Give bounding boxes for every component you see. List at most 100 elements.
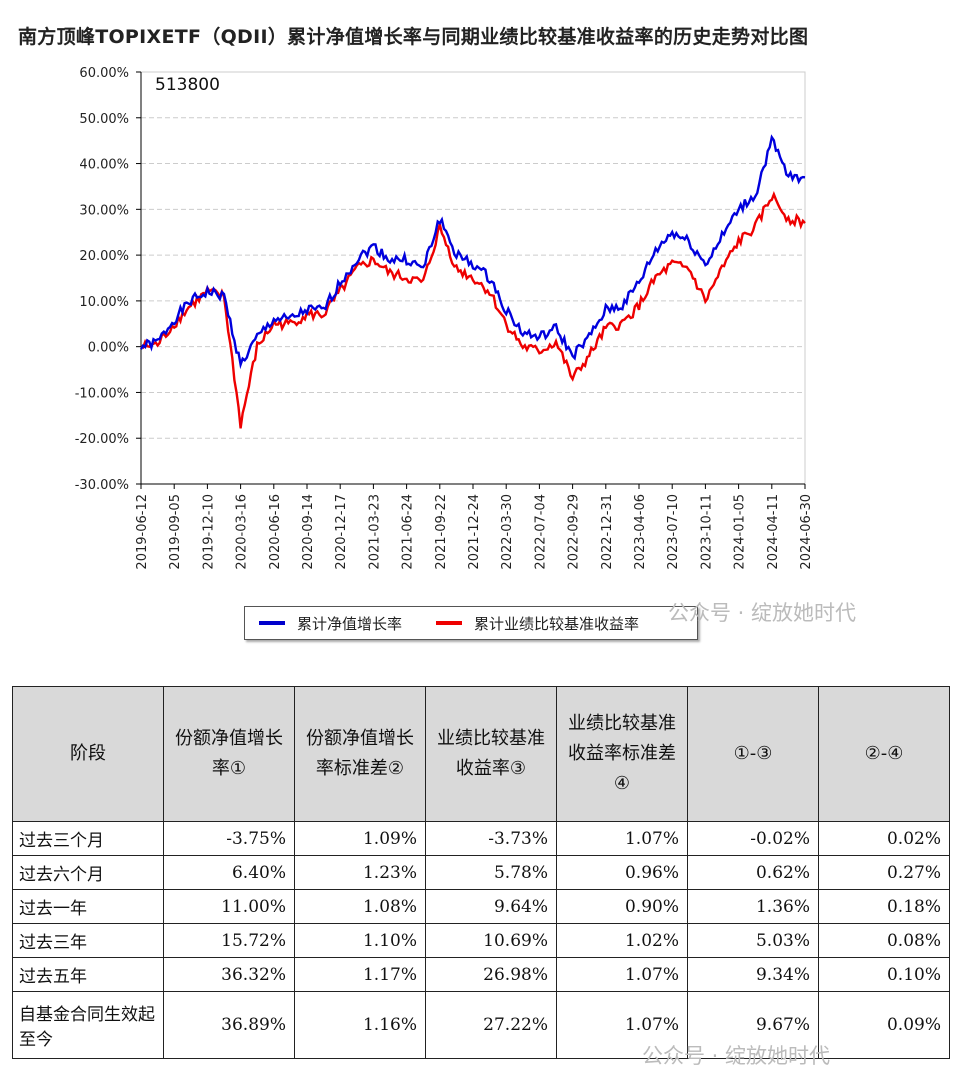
y-tick-label: 20.00% (79, 249, 129, 264)
x-tick-label: 2022-03-30 (500, 494, 515, 570)
value-cell: 15.72% (163, 923, 295, 958)
legend-swatch-red (436, 621, 463, 625)
series-line-1 (140, 190, 806, 429)
x-tick-label: 2023-04-06 (633, 494, 648, 570)
value-cell: 1.10% (294, 923, 426, 958)
x-tick-label: 2021-06-24 (401, 494, 416, 570)
period-cell: 过去三年 (12, 923, 164, 958)
column-header: 份额净值增长率① (163, 686, 295, 822)
x-tick-label: 2019-06-12 (135, 494, 150, 570)
value-cell: 5.78% (425, 855, 557, 890)
value-cell: 1.02% (556, 923, 688, 958)
column-header: 阶段 (12, 686, 164, 822)
value-cell: -3.73% (425, 821, 557, 856)
x-tick-label: 2020-09-14 (301, 494, 316, 570)
legend-item-nav: 累计净值增长率 (259, 613, 402, 634)
value-cell: 6.40% (163, 855, 295, 890)
period-cell: 过去三个月 (12, 821, 164, 856)
y-tick-label: 50.00% (79, 112, 129, 127)
value-cell: 11.00% (163, 889, 295, 924)
column-header: ①-③ (687, 686, 819, 822)
series-line-0 (139, 134, 806, 370)
column-header: 业绩比较基准收益率标准差④ (556, 686, 688, 822)
x-tick-label: 2020-12-17 (334, 494, 349, 570)
chart-title: 南方顶峰TOPIXETF（QDII）累计净值增长率与同期业绩比较基准收益率的历史… (18, 26, 809, 48)
period-cell: 过去一年 (12, 889, 164, 924)
period-cell: 自基金合同生效起至今 (12, 991, 164, 1059)
legend-label: 累计净值增长率 (297, 614, 403, 633)
value-cell: 9.64% (425, 889, 557, 924)
x-tick-label: 2023-07-10 (666, 494, 681, 570)
x-tick-label: 2024-01-05 (733, 494, 748, 570)
value-cell: 1.08% (294, 889, 426, 924)
value-cell: 1.07% (556, 957, 688, 992)
period-cell: 过去六个月 (12, 855, 164, 890)
y-tick-label: 0.00% (88, 341, 129, 356)
x-tick-label: 2021-12-24 (467, 494, 482, 570)
x-tick-label: 2019-12-10 (201, 494, 216, 570)
line-chart: 60.00% 50.00% 40.00% 30.00% 20.00% 10.00% 0.00… (75, 66, 814, 570)
period-cell: 过去五年 (12, 957, 164, 992)
y-tick-label: -20.00% (75, 432, 129, 447)
value-cell: 5.03% (687, 923, 819, 958)
y-tick-label: 10.00% (79, 295, 129, 310)
table-row: 自基金合同生效起至今 36.89% 1.16% 27.22% 1.07% 9.67% 0.0… (12, 991, 950, 1059)
x-tick-label: 2022-12-31 (600, 494, 615, 570)
value-cell: 0.90% (556, 889, 688, 924)
value-cell: 0.08% (818, 923, 950, 958)
value-cell: 1.36% (687, 889, 819, 924)
value-cell: 1.09% (294, 821, 426, 856)
legend-label: 累计业绩比较基准收益率 (474, 614, 640, 633)
x-tick-label: 2022-09-29 (567, 494, 582, 570)
value-cell: 1.16% (294, 991, 426, 1059)
legend-swatch-blue (259, 621, 285, 625)
x-tick-label: 2024-06-30 (799, 494, 814, 570)
y-tick-label: -30.00% (75, 478, 129, 493)
table-row: 过去三年 15.72% 1.10% 10.69% 1.02% 5.03% 0.08% (12, 923, 950, 958)
x-tick-label: 2019-09-05 (168, 494, 183, 570)
value-cell: -0.02% (687, 821, 819, 856)
y-tick-label: 40.00% (79, 158, 129, 173)
x-tick-label: 2020-06-16 (268, 494, 283, 570)
chart-annotation: 513800 (155, 75, 220, 95)
table-header-row: 阶段 份额净值增长率① 份额净值增长率标准差② 业绩比较基准收益率③ 业绩比较基准收益率… (12, 686, 950, 822)
value-cell: 0.18% (818, 889, 950, 924)
value-cell: 10.69% (425, 923, 557, 958)
value-cell: 9.67% (687, 991, 819, 1059)
value-cell: 0.27% (818, 855, 950, 890)
legend-item-bench: 累计业绩比较基准收益率 (436, 613, 639, 634)
value-cell: 36.89% (163, 991, 295, 1059)
x-tick-label: 2021-09-22 (434, 494, 449, 570)
watermark: 公众号 · 绽放她时代 (642, 1044, 831, 1068)
x-tick-label: 2023-10-11 (699, 494, 714, 570)
value-cell: 26.98% (425, 957, 557, 992)
table-row: 过去六个月 6.40% 1.23% 5.78% 0.96% 0.62% 0.27% (12, 855, 950, 890)
y-tick-label: 60.00% (79, 66, 129, 81)
value-cell: 1.23% (294, 855, 426, 890)
value-cell: 1.07% (556, 991, 688, 1059)
performance-table: 阶段 份额净值增长率① 份额净值增长率标准差② 业绩比较基准收益率③ 业绩比较基准收益率… (12, 686, 950, 1059)
chart-legend: 累计净值增长率 累计业绩比较基准收益率 (244, 606, 698, 640)
table-row: 过去三个月 -3.75% 1.09% -3.73% 1.07% -0.02% 0.02% (12, 821, 950, 856)
table-row: 过去一年 11.00% 1.08% 9.64% 0.90% 1.36% 0.18% (12, 889, 950, 924)
value-cell: 1.07% (556, 821, 688, 856)
value-cell: 27.22% (425, 991, 557, 1059)
value-cell: 0.62% (687, 855, 819, 890)
value-cell: 1.17% (294, 957, 426, 992)
value-cell: 0.09% (818, 991, 950, 1059)
value-cell: 0.02% (818, 821, 950, 856)
y-tick-label: 30.00% (79, 203, 129, 218)
x-tick-label: 2021-03-23 (367, 494, 382, 570)
column-header: 份额净值增长率标准差② (294, 686, 426, 822)
value-cell: 36.32% (163, 957, 295, 992)
value-cell: 0.96% (556, 855, 688, 890)
table-row: 过去五年 36.32% 1.17% 26.98% 1.07% 9.34% 0.10% (12, 957, 950, 992)
column-header: ②-④ (818, 686, 950, 822)
watermark: 公众号 · 绽放她时代 (668, 601, 857, 625)
value-cell: -3.75% (163, 821, 295, 856)
x-tick-label: 2024-04-11 (766, 494, 781, 570)
value-cell: 0.10% (818, 957, 950, 992)
x-tick-label: 2020-03-16 (235, 494, 250, 570)
y-tick-label: -10.00% (75, 386, 129, 401)
x-tick-label: 2022-07-04 (533, 494, 548, 570)
